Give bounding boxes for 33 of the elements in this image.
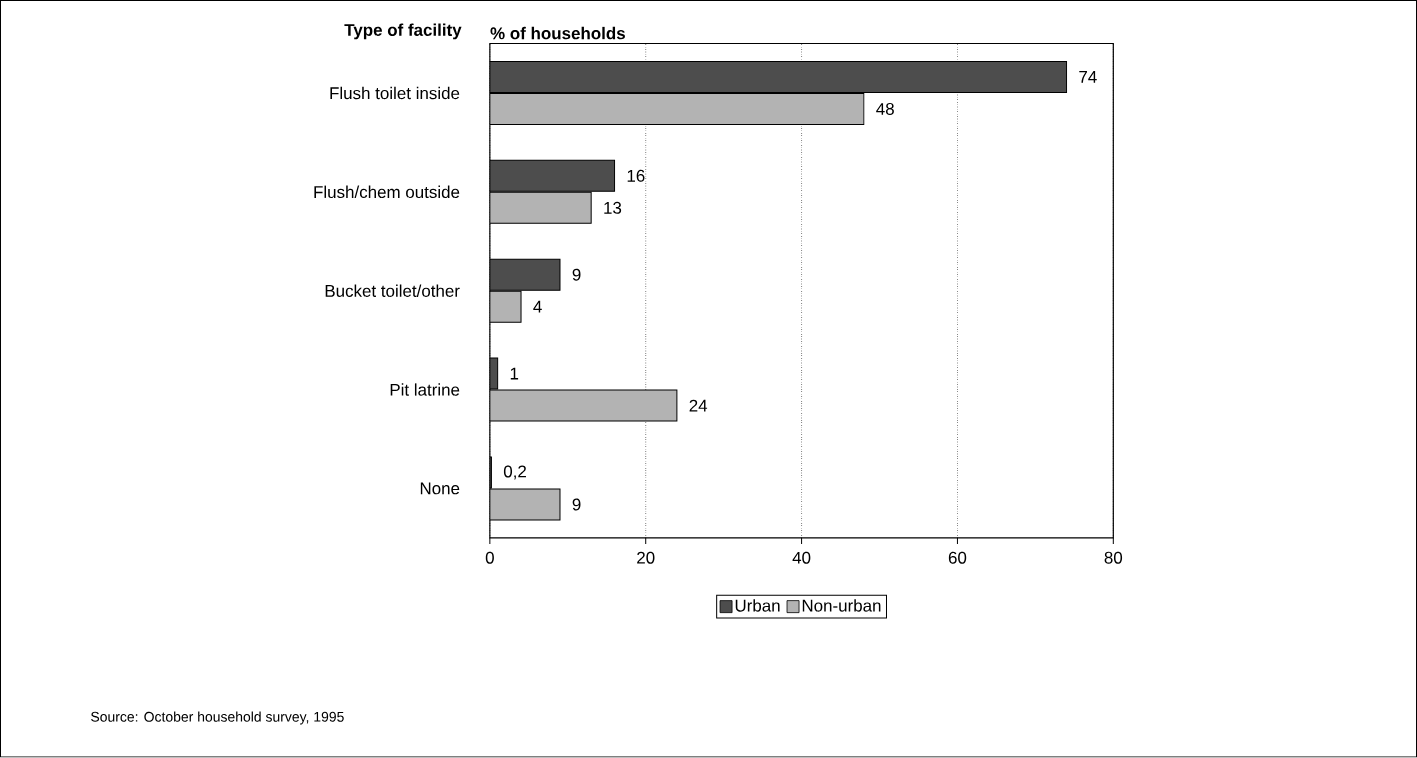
y-tick-label: Flush/chem outside — [314, 185, 460, 199]
bar — [489, 160, 616, 193]
x-tick-label: 0 — [485, 551, 494, 564]
data-label: 74 — [1079, 71, 1097, 83]
legend-label: Urban — [735, 599, 780, 612]
data-label: 24 — [689, 399, 708, 412]
bar — [489, 258, 561, 291]
y-tick-label: Flush toilet inside — [330, 86, 460, 100]
x-tick-label: 20 — [637, 551, 655, 564]
y-tick-label: Bucket toilet/other — [325, 284, 460, 298]
legend-label: Non-urban — [802, 599, 881, 612]
x-tick-label: 40 — [792, 551, 811, 564]
x-axis-title: % of households — [490, 27, 625, 40]
bar — [489, 488, 561, 521]
data-label: 48 — [876, 103, 894, 116]
bar — [489, 389, 678, 422]
data-label: 9 — [572, 268, 581, 281]
bar — [489, 192, 592, 225]
data-label: 16 — [627, 170, 645, 183]
data-label: 0,2 — [503, 465, 526, 480]
bar — [489, 290, 522, 323]
y-axis-title: Type of facility — [344, 23, 462, 40]
source-note: Source: October household survey, 1995 — [91, 711, 344, 725]
bar — [489, 93, 865, 126]
data-label: 1 — [510, 367, 519, 380]
data-label: 9 — [572, 498, 581, 511]
x-tick-label: 60 — [948, 551, 967, 564]
data-label: 13 — [604, 202, 622, 215]
y-tick-label: None — [420, 482, 460, 495]
y-tick-label: Pit latrine — [390, 383, 460, 397]
bar — [489, 61, 1068, 94]
data-label: 4 — [533, 301, 542, 313]
x-tick-label: 80 — [1104, 551, 1123, 564]
